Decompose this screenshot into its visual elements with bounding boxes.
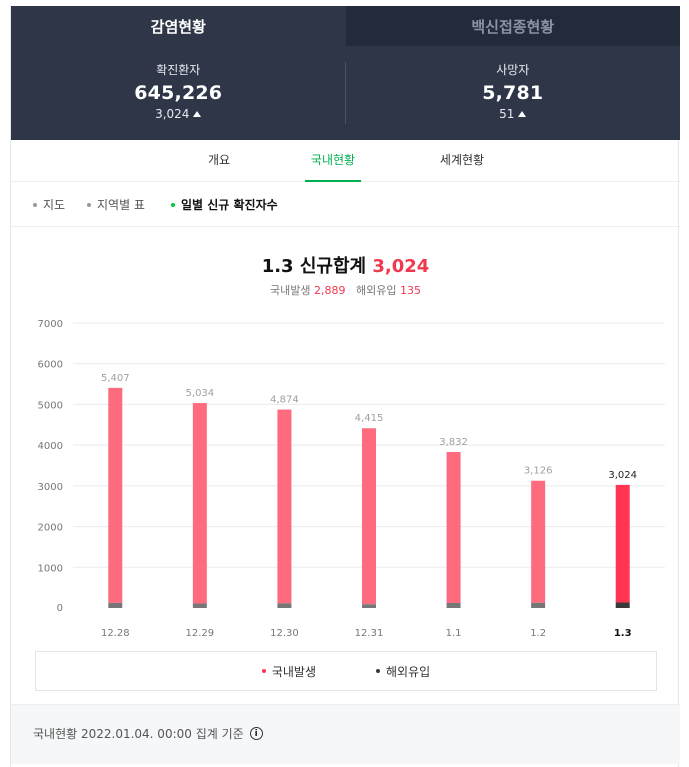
chart-subtitle: 국내발생 2,889 해외유입 135 <box>11 282 680 298</box>
top-tabs: 감염현황 백신접종현황 <box>11 6 680 46</box>
daily-cases-bar-chart: 0 1000 2000 3000 4000 5000 6000 7000 5,407 12.28 5… <box>38 319 665 639</box>
x-tick-label: 12.29 <box>186 628 215 639</box>
stat-deaths: 사망자 5,781 51 <box>346 46 681 140</box>
bar-value-label: 4,415 <box>355 413 384 424</box>
subtab-domestic[interactable]: 국내현황 <box>305 140 361 182</box>
x-tick-label: 1.1 <box>446 628 462 639</box>
bar-overseas <box>446 602 461 608</box>
bar-value-label: 5,407 <box>101 373 130 384</box>
filter-map[interactable]: 지도 <box>33 196 65 213</box>
overseas-label: 해외유입 <box>356 284 397 297</box>
sub-tabs: 개요 국내현황 세계현황 <box>11 140 680 182</box>
filter-map-label: 지도 <box>43 198 66 212</box>
footer-text-row: 국내현황 2022.01.04. 00:00 집계 기준 i <box>33 725 263 742</box>
y-tick-label: 5000 <box>38 400 63 411</box>
info-icon[interactable]: i <box>249 727 263 740</box>
chart-title-total: 3,024 <box>372 256 430 277</box>
x-tick-label: 1.2 <box>530 628 546 639</box>
bar-overseas <box>615 602 630 608</box>
legend-dot-icon <box>376 669 380 673</box>
filter-daily-new-cases[interactable]: 일별 신규 확진자수 <box>171 196 278 213</box>
y-tick-label: 3000 <box>38 482 63 493</box>
stat-deaths-label: 사망자 <box>496 63 530 77</box>
stat-confirmed-value: 645,226 <box>134 82 223 104</box>
bar-domestic <box>192 403 207 604</box>
arrow-up-icon <box>518 111 527 117</box>
bar-overseas <box>277 603 292 608</box>
legend-item-domestic[interactable]: 국내발생 <box>261 663 316 680</box>
stat-confirmed: 확진환자 645,226 3,024 <box>11 46 346 140</box>
subtab-world[interactable]: 세계현황 <box>439 153 485 167</box>
filter-region-table-label: 지역별 표 <box>97 198 145 212</box>
x-tick-label: 12.28 <box>101 628 130 639</box>
bar-value-label: 3,126 <box>524 466 553 477</box>
legend-item-overseas[interactable]: 해외유입 <box>376 663 430 680</box>
x-tick-label: 1.3 <box>614 628 632 639</box>
filter-region-table[interactable]: 지역별 표 <box>87 196 145 213</box>
bar-overseas <box>192 603 207 608</box>
stat-confirmed-delta-value: 3,024 <box>155 107 190 121</box>
chart-title: 1.3 신규합계 3,024 <box>11 252 680 278</box>
stat-deaths-value: 5,781 <box>482 82 544 104</box>
bar-value-label: 5,034 <box>186 388 215 399</box>
y-tick-label: 4000 <box>38 441 63 452</box>
footer-basis-text: 국내현황 2022.01.04. 00:00 집계 기준 <box>33 727 244 741</box>
x-tick-label: 12.30 <box>270 628 299 639</box>
bar-domestic <box>277 409 292 604</box>
bar-overseas <box>108 602 123 608</box>
bar-overseas <box>531 602 546 608</box>
domestic-value: 2,889 <box>314 284 346 297</box>
stat-deaths-delta-value: 51 <box>499 107 515 121</box>
y-tick-label: 0 <box>57 603 63 614</box>
bar-value-label: 3,832 <box>439 437 468 448</box>
bar-domestic <box>531 480 546 603</box>
bar-value-label: 4,874 <box>270 395 299 406</box>
tab-vaccination-status[interactable]: 백신접종현황 <box>345 6 680 46</box>
legend-overseas-label: 해외유입 <box>386 664 431 679</box>
bar-overseas <box>362 604 376 608</box>
arrow-up-icon <box>193 111 202 117</box>
y-tick-label: 1000 <box>38 563 63 574</box>
bullet-icon <box>87 202 91 207</box>
y-tick-label: 7000 <box>38 319 63 330</box>
stat-confirmed-label: 확진환자 <box>156 63 201 77</box>
stat-divider <box>345 62 346 124</box>
y-tick-label: 2000 <box>38 523 63 534</box>
filter-daily-new-cases-label: 일별 신규 확진자수 <box>181 198 278 212</box>
covid-status-panel: 감염현황 백신접종현황 확진환자 645,226 3,024 사망자 5,781… <box>10 6 680 767</box>
chart-title-prefix: 1.3 신규합계 <box>261 256 367 277</box>
overseas-value: 135 <box>399 284 421 297</box>
footer: 국내현황 2022.01.04. 00:00 집계 기준 i <box>11 704 680 764</box>
tab-infection-status[interactable]: 감염현황 <box>11 6 346 46</box>
x-tick-label: 12.31 <box>355 628 384 639</box>
stats-summary: 확진환자 645,226 3,024 사망자 5,781 51 <box>11 46 680 140</box>
y-tick-label: 6000 <box>38 360 63 371</box>
domestic-label: 국내발생 <box>270 284 311 297</box>
stat-confirmed-delta: 3,024 <box>155 107 202 121</box>
legend-domestic-label: 국내발생 <box>271 664 316 679</box>
bullet-icon <box>33 202 37 207</box>
chart-legend: 국내발생 해외유입 <box>35 651 657 691</box>
bar-domestic <box>446 451 461 603</box>
bar-domestic <box>362 428 376 605</box>
view-filters: 지도 지역별 표 일별 신규 확진자수 <box>11 182 680 227</box>
bar-domestic <box>615 484 630 603</box>
stat-deaths-delta: 51 <box>499 107 527 121</box>
bar-value-label: 3,024 <box>608 470 637 481</box>
bar-domestic <box>108 387 123 603</box>
bullet-icon <box>171 202 175 207</box>
subtab-overview[interactable]: 개요 <box>207 153 231 167</box>
legend-dot-icon <box>261 669 266 673</box>
